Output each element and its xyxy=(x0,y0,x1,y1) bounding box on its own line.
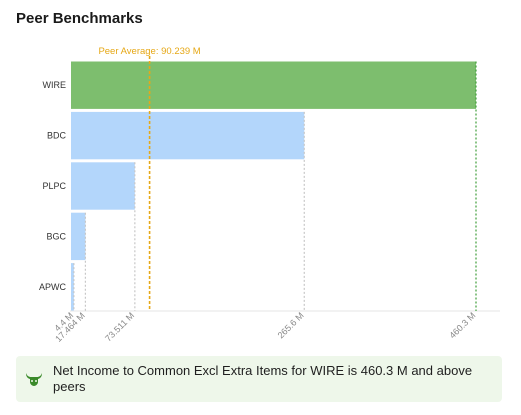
bar-wire xyxy=(71,61,476,109)
bar-plpc xyxy=(71,162,135,210)
tick-label: 265.6 M xyxy=(276,310,306,340)
category-label-bdc: BDC xyxy=(47,131,67,141)
page-title: Peer Benchmarks xyxy=(16,10,143,27)
bar-apwc xyxy=(71,263,74,311)
bar-bdc xyxy=(71,111,305,160)
insight-text: Net Income to Common Excl Extra Items fo… xyxy=(53,363,473,394)
tick-label: 73.511 M xyxy=(103,310,136,343)
category-label-apwc: APWC xyxy=(39,282,67,292)
category-label-bgc: BGC xyxy=(46,231,66,241)
category-label-plpc: PLPC xyxy=(42,181,66,191)
insight-banner: Net Income to Common Excl Extra Items fo… xyxy=(16,356,502,402)
tick-label: 460.3 M xyxy=(447,310,477,340)
bull-icon xyxy=(26,373,42,386)
peer-average-label: Peer Average: 90.239 M xyxy=(98,46,200,57)
category-label-wire: WIRE xyxy=(43,80,67,90)
bar-bgc xyxy=(71,212,86,261)
peer-benchmark-chart: WIRE BDC PLPC BGC APWC Peer Average: 90.239 M… xyxy=(39,46,500,344)
